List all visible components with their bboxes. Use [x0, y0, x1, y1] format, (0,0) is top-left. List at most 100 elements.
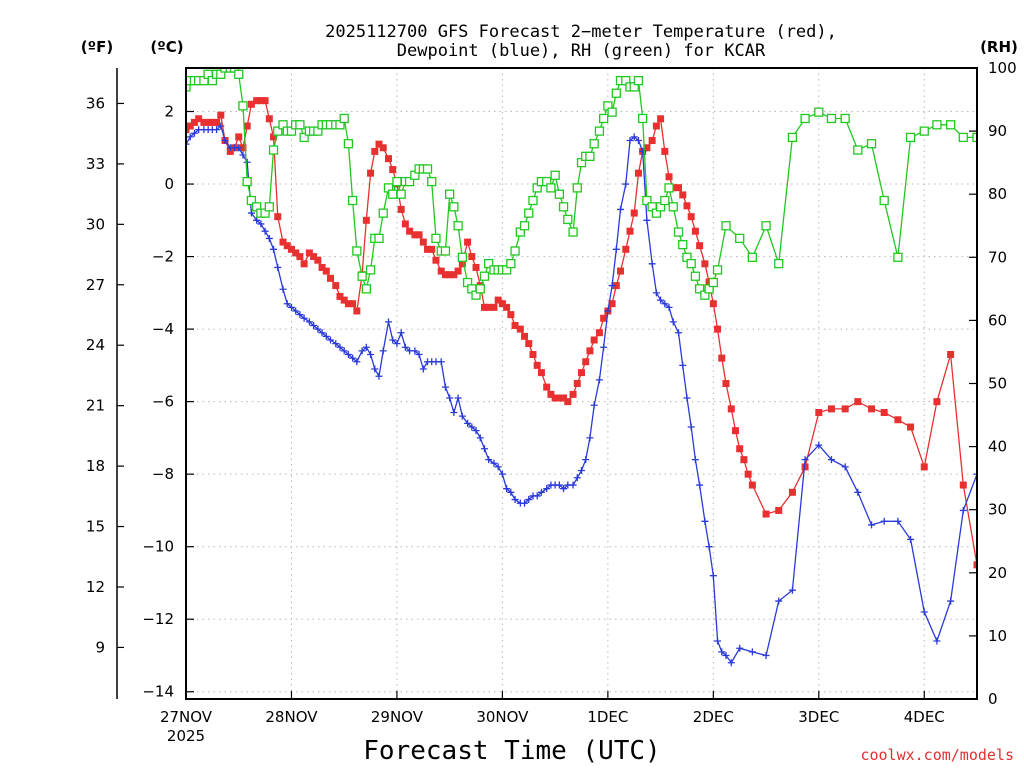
fahrenheit-tick-label: 18 [86, 457, 105, 475]
temperature-point [208, 118, 216, 126]
temperature-point [880, 409, 888, 417]
temperature-point [384, 155, 392, 163]
temperature-point [349, 300, 357, 308]
chart-subtitle: Dewpoint (blue), RH (green) for KCAR [397, 41, 766, 61]
rh-point [558, 202, 569, 212]
temperature-point [920, 463, 928, 471]
rh-point [800, 113, 810, 124]
dewpoint-point [349, 354, 357, 362]
celsius-tick-label: −4 [152, 320, 174, 338]
fahrenheit-tick-label: 15 [86, 518, 105, 536]
temperature-point [701, 260, 709, 268]
temperature-point [401, 220, 409, 228]
fahrenheit-tick-label: 9 [95, 638, 105, 656]
rh-point [919, 126, 929, 136]
dewpoint-point [669, 318, 677, 326]
dewpoint-point [322, 332, 330, 340]
dewpoint-point [648, 260, 656, 268]
temperature-point [247, 100, 255, 108]
rh-point [761, 221, 771, 231]
temperature-point [464, 238, 472, 246]
temperature-point [441, 271, 449, 279]
dewpoint-point [468, 423, 476, 431]
temperature-point [490, 303, 498, 311]
rh-point [475, 284, 485, 294]
dewpoint-point [310, 321, 318, 329]
dewpoint-point [920, 608, 928, 616]
rh-point [747, 252, 758, 262]
dewpoint-point [880, 517, 888, 525]
temperature-point [270, 133, 278, 141]
temperature-point [894, 416, 902, 424]
x-tick-label: 3DEC [798, 708, 839, 726]
temperature-point [389, 166, 397, 174]
temperature-point [947, 350, 955, 358]
temperature-point [468, 253, 476, 261]
dewpoint-point [604, 307, 612, 315]
dewpoint-point [907, 535, 915, 543]
rh-point [234, 69, 244, 79]
rh-point [220, 68, 230, 73]
rh-point [611, 88, 621, 98]
rh-tick-label: 10 [988, 627, 1007, 645]
dewpoint-point [367, 350, 375, 358]
rh-point [347, 195, 358, 206]
temperature-point [827, 405, 835, 413]
x-tick-label: 4DEC [904, 708, 945, 726]
temperature-point [326, 274, 334, 282]
rh-point [453, 221, 463, 231]
temperature-point [736, 445, 744, 453]
dewpoint-point [326, 336, 334, 344]
rh-point [374, 233, 384, 244]
celsius-tick-label: −2 [152, 248, 174, 266]
temperature-point [353, 307, 361, 315]
dewpoint-point [643, 216, 651, 224]
temperature-point [529, 350, 537, 358]
dewpoint-point [521, 499, 529, 507]
dewpoint-point [511, 496, 519, 504]
dewpoint-point [709, 572, 717, 580]
temperature-point [612, 282, 620, 290]
rh-point [840, 113, 850, 124]
temperature-point [428, 245, 436, 253]
dewpoint-point [476, 434, 484, 442]
rh-point [242, 176, 252, 187]
rh-point [546, 183, 556, 193]
dewpoint-point [665, 303, 673, 311]
dewpoint-point [257, 220, 265, 228]
temperature-point [675, 184, 683, 192]
rh-point [440, 246, 451, 256]
dewpoint-point [854, 488, 862, 496]
dewpoint-point [612, 245, 620, 253]
temperature-point [815, 409, 823, 417]
temperature-point [907, 423, 915, 431]
temperature-point [648, 137, 656, 145]
dewpoint-point [701, 517, 709, 525]
dewpoint-point [933, 637, 941, 645]
dewpoint-point [586, 434, 594, 442]
temperature-point [595, 329, 603, 337]
temperature-point [322, 267, 330, 275]
dewpoint-point [687, 423, 695, 431]
dewpoint-point [371, 365, 379, 373]
temperature-point [731, 427, 739, 435]
rh-point [893, 252, 903, 262]
credit-text: coolwx.com/models [860, 746, 1014, 764]
dewpoint-point [595, 376, 603, 384]
temperature-point [239, 144, 247, 152]
temperature-point [458, 260, 466, 268]
dewpoint-point [353, 358, 361, 366]
rh-point [365, 265, 376, 275]
rh-point [427, 176, 437, 187]
dewpoint-point [397, 329, 405, 337]
temperature-point [854, 398, 862, 406]
rh-tick-label: 30 [988, 501, 1007, 519]
dewpoint-point [300, 314, 308, 322]
dewpoint-point [634, 137, 642, 145]
rh-point [264, 202, 274, 212]
rh-point [510, 246, 520, 256]
temperature-point [740, 456, 748, 464]
celsius-tick-label: 0 [164, 175, 174, 193]
